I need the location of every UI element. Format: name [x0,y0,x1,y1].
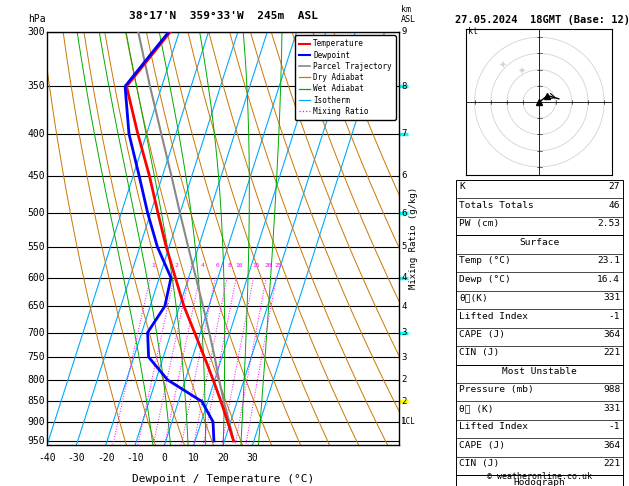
Text: Most Unstable: Most Unstable [502,367,577,376]
Text: 800: 800 [28,375,45,385]
Text: Pressure (mb): Pressure (mb) [459,385,534,395]
Text: Dewpoint / Temperature (°C): Dewpoint / Temperature (°C) [132,473,314,484]
Text: 550: 550 [28,242,45,252]
Text: 2: 2 [401,397,406,406]
Text: 2: 2 [175,263,179,268]
Text: 23.1: 23.1 [597,256,620,265]
Legend: Temperature, Dewpoint, Parcel Trajectory, Dry Adiabat, Wet Adiabat, Isotherm, Mi: Temperature, Dewpoint, Parcel Trajectory… [295,35,396,120]
Text: CIN (J): CIN (J) [459,348,499,358]
Text: Mixing Ratio (g/kg): Mixing Ratio (g/kg) [409,187,418,289]
Text: 0: 0 [162,453,167,463]
Text: 6: 6 [401,208,406,218]
Text: 2.53: 2.53 [597,219,620,228]
Text: 27: 27 [609,182,620,191]
Text: 300: 300 [28,27,45,36]
Text: 3: 3 [189,263,193,268]
Text: Dewp (°C): Dewp (°C) [459,275,511,284]
Text: K: K [459,182,465,191]
Text: 6: 6 [401,171,406,180]
Text: 7: 7 [401,129,406,138]
Text: Totals Totals: Totals Totals [459,201,534,210]
Text: -20: -20 [97,453,114,463]
Text: 30: 30 [247,453,259,463]
Text: 3: 3 [401,328,406,337]
Text: 25: 25 [275,263,282,268]
Text: 650: 650 [28,301,45,311]
Text: 8: 8 [401,82,406,91]
Text: Hodograph: Hodograph [513,478,565,486]
Text: 38°17'N  359°33'W  245m  ASL: 38°17'N 359°33'W 245m ASL [129,11,318,21]
Text: 950: 950 [28,436,45,446]
Text: 2: 2 [401,376,406,384]
Text: 27.05.2024  18GMT (Base: 12): 27.05.2024 18GMT (Base: 12) [455,15,629,25]
Text: -1: -1 [609,312,620,321]
Text: ✦: ✦ [499,60,507,70]
Text: 600: 600 [28,273,45,283]
Text: © weatheronline.co.uk: © weatheronline.co.uk [487,472,592,481]
Text: 1: 1 [151,263,155,268]
Text: 331: 331 [603,404,620,413]
Text: 46: 46 [609,201,620,210]
Text: 500: 500 [28,208,45,218]
Text: 8: 8 [228,263,231,268]
Text: -40: -40 [38,453,56,463]
Text: 10: 10 [235,263,242,268]
Text: LCL: LCL [401,417,415,426]
Text: 20: 20 [218,453,229,463]
Text: θᴄ (K): θᴄ (K) [459,404,494,413]
Text: 221: 221 [603,459,620,469]
Text: 5: 5 [401,243,406,251]
Text: 450: 450 [28,171,45,181]
Text: kt: kt [468,27,478,36]
Text: Surface: Surface [520,238,559,247]
Text: 350: 350 [28,81,45,91]
Text: CAPE (J): CAPE (J) [459,441,505,450]
Text: km
ASL: km ASL [401,5,416,24]
Text: 20: 20 [265,263,272,268]
Text: 700: 700 [28,328,45,337]
Text: 6: 6 [216,263,220,268]
Text: CIN (J): CIN (J) [459,459,499,469]
Text: -1: -1 [609,422,620,432]
Text: hPa: hPa [28,14,45,24]
Text: 331: 331 [603,293,620,302]
Text: 16.4: 16.4 [597,275,620,284]
Text: 900: 900 [28,417,45,427]
Text: CAPE (J): CAPE (J) [459,330,505,339]
Text: θᴄ(K): θᴄ(K) [459,293,488,302]
Text: 4: 4 [401,302,406,311]
Text: 364: 364 [603,441,620,450]
Text: 4: 4 [200,263,204,268]
Text: 850: 850 [28,397,45,406]
Text: 10: 10 [188,453,200,463]
Text: 15: 15 [252,263,260,268]
Text: Lifted Index: Lifted Index [459,312,528,321]
Text: 221: 221 [603,348,620,358]
Text: 400: 400 [28,129,45,139]
Text: 364: 364 [603,330,620,339]
Text: 988: 988 [603,385,620,395]
Text: ✦: ✦ [518,66,526,76]
Text: 4: 4 [401,273,406,282]
Text: -30: -30 [68,453,86,463]
Text: 9: 9 [401,27,406,36]
Text: Lifted Index: Lifted Index [459,422,528,432]
Text: PW (cm): PW (cm) [459,219,499,228]
Text: 3: 3 [401,352,406,362]
Text: 1: 1 [401,417,406,426]
Text: 750: 750 [28,352,45,362]
Text: Temp (°C): Temp (°C) [459,256,511,265]
Text: -10: -10 [126,453,144,463]
